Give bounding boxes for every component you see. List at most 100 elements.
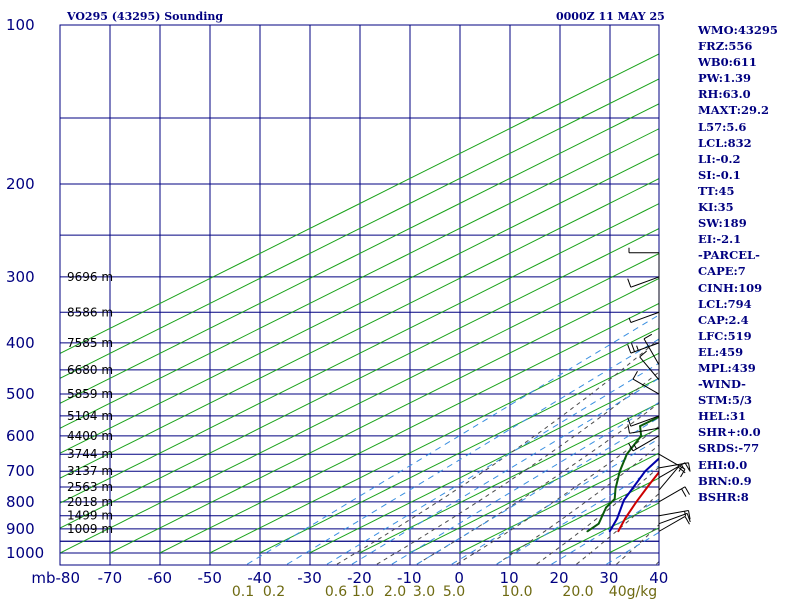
parcel-point: [623, 499, 625, 501]
dewpoint-point: [597, 522, 600, 525]
index-entry: WB0:611: [698, 55, 757, 70]
isotherm-line: [60, 103, 659, 404]
mixing-ratio-line: [496, 465, 659, 565]
wind-barb-shaft: [630, 311, 660, 323]
index-entry: CINH:109: [698, 280, 763, 295]
wind-barb-flag: [684, 516, 690, 525]
wind-barb-shaft: [658, 512, 688, 525]
index-entry: MAXT:29.2: [698, 103, 769, 118]
height-label: 8586 m: [67, 305, 113, 319]
wind-barb-shaft: [630, 342, 660, 354]
index-entry: CAP:2.4: [698, 312, 749, 327]
isotherm-line: [159, 302, 659, 554]
temperature-tick-label: -70: [98, 569, 123, 587]
index-entry: TT:45: [698, 183, 735, 198]
wind-barb: [658, 453, 686, 478]
station-title: VO295 (43295) Sounding: [66, 10, 223, 23]
index-entry: LCL:794: [698, 296, 752, 311]
index-entry: SW:189: [698, 216, 747, 231]
index-entry: LFC:519: [698, 328, 752, 343]
wind-barb-shaft: [639, 356, 660, 381]
mixing-ratio-label: 1.0: [352, 584, 374, 600]
wind-barb: [643, 333, 660, 365]
index-entry: -WIND-: [698, 377, 746, 392]
wind-barb: [658, 515, 690, 532]
temperature-point: [635, 500, 638, 503]
wind-barb-flag: [631, 343, 636, 352]
wind-barb: [628, 435, 660, 452]
isotherm-line: [60, 203, 659, 504]
temperature-tick-label: 40: [649, 569, 668, 587]
wind-barb: [658, 510, 691, 520]
index-entry: BSHR:8: [698, 489, 749, 504]
wind-barb-shaft: [658, 466, 679, 491]
wind-barb-shaft: [630, 415, 660, 427]
wind-barb-shaft: [658, 462, 689, 469]
wind-barb-flag: [628, 442, 634, 452]
wind-barb-flag: [677, 466, 686, 474]
pressure-tick-label: 500: [6, 385, 35, 403]
wind-barb: [658, 512, 691, 525]
isotherm-line: [558, 502, 659, 554]
wind-barb: [628, 311, 660, 323]
index-entry: MPL:439: [698, 360, 756, 375]
dewpoint-point: [625, 453, 628, 456]
wind-barb-half-flag: [628, 317, 632, 323]
isotherm-line: [409, 427, 659, 554]
temperature-point: [624, 517, 627, 520]
index-entry: -PARCEL-: [698, 248, 760, 263]
wind-barb: [627, 415, 660, 427]
index-entry: LCL:832: [698, 135, 752, 150]
moist-adiabat: [376, 371, 659, 565]
wind-barb-flag: [627, 424, 630, 434]
pressure-tick-label: 900: [6, 520, 35, 538]
isotherm-line: [508, 477, 659, 554]
dewpoint-trace: [586, 404, 659, 533]
wind-barb: [627, 424, 660, 434]
height-label: 3137 m: [67, 464, 113, 478]
wind-barb-flag: [684, 486, 690, 495]
index-entry: LI:-0.2: [698, 151, 741, 166]
temperature-tick-label: 10: [500, 569, 519, 587]
wind-barb-flag: [688, 462, 691, 472]
isotherm-line: [309, 377, 659, 554]
isotherm-line: [209, 327, 659, 554]
mixing-ratio-line: [351, 377, 659, 565]
isotherm-line: [60, 252, 659, 554]
wind-barb-flag: [681, 488, 687, 497]
isotherm-line: [109, 277, 659, 554]
dewpoint-point: [639, 425, 641, 427]
sounding-time: 0000Z 11 MAY 25: [556, 10, 665, 23]
pressure-tick-label: 700: [6, 462, 35, 480]
index-entry: SHR+:0.0: [698, 425, 761, 440]
height-label: 2563 m: [67, 480, 113, 494]
mixing-ratio-label: 10.0: [501, 584, 532, 600]
wind-barb-shaft: [632, 378, 660, 395]
temperature-tick-label: -30: [297, 569, 322, 587]
mixing-ratio-line: [391, 401, 659, 565]
temperature-tick-label: -10: [397, 569, 422, 587]
index-entry: SRDS:-77: [698, 441, 760, 456]
dewpoint-point: [613, 498, 616, 500]
wind-barb-shaft: [630, 276, 660, 288]
wind-barb-half-flag: [636, 345, 639, 351]
diagram-grid: [60, 25, 659, 565]
pressure-tick-label: 800: [6, 493, 35, 511]
mixing-ratio-label: 40g/kg: [609, 584, 657, 600]
wind-barb-flag: [686, 513, 691, 523]
wind-barb-shaft: [629, 427, 660, 434]
dewpoint-point: [614, 487, 617, 490]
mixing-ratio-label: 5.0: [443, 584, 465, 600]
index-entry: KI:35: [698, 200, 734, 215]
pressure-tick-label: 1000: [6, 544, 44, 562]
wind-barb-flag: [688, 510, 691, 520]
isotherm-line: [359, 402, 659, 554]
wind-barb-flag: [627, 344, 632, 354]
temperature-tick-label: 20: [549, 569, 568, 587]
height-label: 5104 m: [67, 409, 113, 423]
isotherm-line: [60, 228, 659, 529]
wind-barb-flag: [627, 278, 632, 288]
index-entry: FRZ:556: [698, 39, 753, 54]
